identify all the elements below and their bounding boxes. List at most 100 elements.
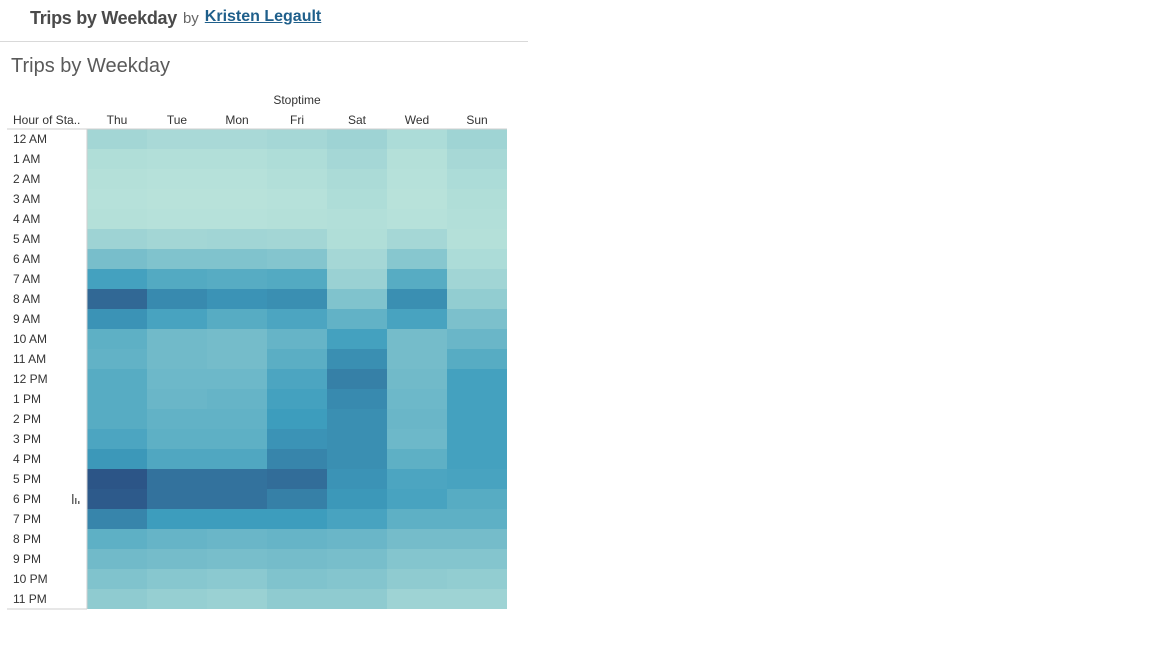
heatmap-cell-12-am-fri[interactable] bbox=[267, 129, 327, 149]
heatmap-cell-2-am-thu[interactable] bbox=[87, 169, 147, 189]
heatmap-cell-9-pm-mon[interactable] bbox=[207, 549, 267, 569]
heatmap-cell-4-am-tue[interactable] bbox=[147, 209, 207, 229]
heatmap-cell-3-am-sat[interactable] bbox=[327, 189, 387, 209]
heatmap-cell-10-am-thu[interactable] bbox=[87, 329, 147, 349]
heatmap-cell-1-pm-sat[interactable] bbox=[327, 389, 387, 409]
heatmap-cell-3-pm-wed[interactable] bbox=[387, 429, 447, 449]
heatmap-cell-10-pm-sun[interactable] bbox=[447, 569, 507, 589]
heatmap-cell-8-am-thu[interactable] bbox=[87, 289, 147, 309]
heatmap-cell-5-pm-sat[interactable] bbox=[327, 469, 387, 489]
heatmap-cell-1-pm-fri[interactable] bbox=[267, 389, 327, 409]
heatmap-cell-11-pm-sun[interactable] bbox=[447, 589, 507, 609]
heatmap-cell-8-am-tue[interactable] bbox=[147, 289, 207, 309]
heatmap-cell-7-am-thu[interactable] bbox=[87, 269, 147, 289]
heatmap-cell-1-am-thu[interactable] bbox=[87, 149, 147, 169]
heatmap-cell-2-pm-wed[interactable] bbox=[387, 409, 447, 429]
heatmap-cell-10-pm-mon[interactable] bbox=[207, 569, 267, 589]
heatmap-cell-3-pm-fri[interactable] bbox=[267, 429, 327, 449]
heatmap-cell-10-am-fri[interactable] bbox=[267, 329, 327, 349]
heatmap-cell-8-am-wed[interactable] bbox=[387, 289, 447, 309]
heatmap-cell-8-pm-thu[interactable] bbox=[87, 529, 147, 549]
heatmap-cell-5-am-sat[interactable] bbox=[327, 229, 387, 249]
heatmap-cell-7-pm-mon[interactable] bbox=[207, 509, 267, 529]
heatmap-cell-5-am-sun[interactable] bbox=[447, 229, 507, 249]
heatmap-cell-11-pm-tue[interactable] bbox=[147, 589, 207, 609]
heatmap-cell-10-am-tue[interactable] bbox=[147, 329, 207, 349]
heatmap-cell-2-pm-thu[interactable] bbox=[87, 409, 147, 429]
heatmap-cell-10-pm-fri[interactable] bbox=[267, 569, 327, 589]
heatmap-cell-4-am-fri[interactable] bbox=[267, 209, 327, 229]
heatmap-cell-12-pm-tue[interactable] bbox=[147, 369, 207, 389]
heatmap-cell-12-pm-thu[interactable] bbox=[87, 369, 147, 389]
heatmap-cell-7-pm-tue[interactable] bbox=[147, 509, 207, 529]
heatmap-cell-7-am-sun[interactable] bbox=[447, 269, 507, 289]
heatmap-cell-5-pm-mon[interactable] bbox=[207, 469, 267, 489]
heatmap-cell-4-pm-thu[interactable] bbox=[87, 449, 147, 469]
heatmap-cell-11-pm-sat[interactable] bbox=[327, 589, 387, 609]
heatmap-cell-8-am-fri[interactable] bbox=[267, 289, 327, 309]
heatmap-cell-1-pm-sun[interactable] bbox=[447, 389, 507, 409]
heatmap-cell-2-pm-fri[interactable] bbox=[267, 409, 327, 429]
heatmap-cell-4-pm-wed[interactable] bbox=[387, 449, 447, 469]
heatmap-cell-4-am-wed[interactable] bbox=[387, 209, 447, 229]
heatmap-cell-8-pm-wed[interactable] bbox=[387, 529, 447, 549]
heatmap-cell-6-am-wed[interactable] bbox=[387, 249, 447, 269]
heatmap-cell-4-am-sat[interactable] bbox=[327, 209, 387, 229]
heatmap-cell-9-am-thu[interactable] bbox=[87, 309, 147, 329]
heatmap-cell-12-pm-sun[interactable] bbox=[447, 369, 507, 389]
heatmap-cell-11-pm-fri[interactable] bbox=[267, 589, 327, 609]
heatmap-cell-3-pm-sun[interactable] bbox=[447, 429, 507, 449]
heatmap-cell-12-am-wed[interactable] bbox=[387, 129, 447, 149]
heatmap-cell-8-pm-sun[interactable] bbox=[447, 529, 507, 549]
heatmap-cell-9-am-fri[interactable] bbox=[267, 309, 327, 329]
heatmap-cell-12-pm-wed[interactable] bbox=[387, 369, 447, 389]
heatmap-cell-7-pm-sat[interactable] bbox=[327, 509, 387, 529]
heatmap-cell-9-pm-wed[interactable] bbox=[387, 549, 447, 569]
heatmap-cell-10-pm-wed[interactable] bbox=[387, 569, 447, 589]
heatmap-cell-10-pm-tue[interactable] bbox=[147, 569, 207, 589]
heatmap-cell-12-pm-mon[interactable] bbox=[207, 369, 267, 389]
heatmap-cell-3-am-sun[interactable] bbox=[447, 189, 507, 209]
heatmap-cell-7-am-fri[interactable] bbox=[267, 269, 327, 289]
heatmap-cell-10-pm-thu[interactable] bbox=[87, 569, 147, 589]
heatmap-cell-2-am-mon[interactable] bbox=[207, 169, 267, 189]
heatmap-cell-6-am-tue[interactable] bbox=[147, 249, 207, 269]
heatmap-cell-6-pm-tue[interactable] bbox=[147, 489, 207, 509]
heatmap-cell-6-am-fri[interactable] bbox=[267, 249, 327, 269]
heatmap-cell-7-pm-fri[interactable] bbox=[267, 509, 327, 529]
heatmap-cell-1-pm-thu[interactable] bbox=[87, 389, 147, 409]
heatmap-cell-2-am-sun[interactable] bbox=[447, 169, 507, 189]
heatmap-cell-9-pm-fri[interactable] bbox=[267, 549, 327, 569]
heatmap-cell-1-am-wed[interactable] bbox=[387, 149, 447, 169]
heatmap-cell-11-pm-wed[interactable] bbox=[387, 589, 447, 609]
heatmap-cell-5-pm-wed[interactable] bbox=[387, 469, 447, 489]
heatmap-cell-11-am-fri[interactable] bbox=[267, 349, 327, 369]
heatmap-cell-5-am-thu[interactable] bbox=[87, 229, 147, 249]
heatmap-cell-2-pm-tue[interactable] bbox=[147, 409, 207, 429]
heatmap-cell-8-pm-fri[interactable] bbox=[267, 529, 327, 549]
heatmap-cell-1-pm-mon[interactable] bbox=[207, 389, 267, 409]
heatmap-cell-9-am-mon[interactable] bbox=[207, 309, 267, 329]
heatmap-cell-8-am-mon[interactable] bbox=[207, 289, 267, 309]
heatmap-cell-5-pm-fri[interactable] bbox=[267, 469, 327, 489]
heatmap-cell-6-pm-sat[interactable] bbox=[327, 489, 387, 509]
heatmap-cell-11-am-thu[interactable] bbox=[87, 349, 147, 369]
heatmap-cell-12-pm-sat[interactable] bbox=[327, 369, 387, 389]
heatmap-cell-6-pm-mon[interactable] bbox=[207, 489, 267, 509]
heatmap-cell-12-am-thu[interactable] bbox=[87, 129, 147, 149]
heatmap-cell-7-pm-wed[interactable] bbox=[387, 509, 447, 529]
heatmap-cell-11-am-wed[interactable] bbox=[387, 349, 447, 369]
heatmap-cell-11-am-mon[interactable] bbox=[207, 349, 267, 369]
heatmap-cell-12-pm-fri[interactable] bbox=[267, 369, 327, 389]
heatmap-cell-9-pm-tue[interactable] bbox=[147, 549, 207, 569]
heatmap-cell-6-pm-sun[interactable] bbox=[447, 489, 507, 509]
heatmap-cell-9-am-wed[interactable] bbox=[387, 309, 447, 329]
heatmap-cell-1-am-sun[interactable] bbox=[447, 149, 507, 169]
heatmap-cell-9-am-tue[interactable] bbox=[147, 309, 207, 329]
heatmap-cell-4-pm-mon[interactable] bbox=[207, 449, 267, 469]
heatmap-cell-6-am-sat[interactable] bbox=[327, 249, 387, 269]
heatmap-cell-9-am-sat[interactable] bbox=[327, 309, 387, 329]
heatmap-cell-11-am-tue[interactable] bbox=[147, 349, 207, 369]
heatmap-cell-3-am-fri[interactable] bbox=[267, 189, 327, 209]
heatmap-cell-10-am-sat[interactable] bbox=[327, 329, 387, 349]
